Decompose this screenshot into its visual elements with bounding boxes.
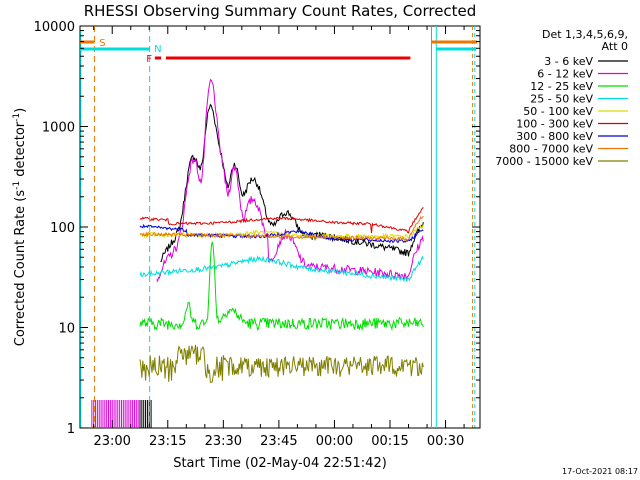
series-line bbox=[139, 241, 424, 331]
legend-entry-label: 25 - 50 keV bbox=[530, 93, 593, 106]
y-tick-label: 1 bbox=[67, 422, 75, 437]
series-line bbox=[139, 206, 424, 234]
x-tick-label: 23:45 bbox=[260, 434, 297, 449]
series-line bbox=[139, 223, 424, 244]
x-tick-label: 00:15 bbox=[371, 434, 408, 449]
series-line bbox=[139, 215, 424, 242]
x-tick-label: 23:15 bbox=[149, 434, 186, 449]
x-axis: 23:00 23:15 23:30 23:45 00:00 00:15 00:30 bbox=[93, 26, 465, 449]
legend-entry-label: 50 - 100 keV bbox=[523, 105, 593, 118]
plot-area: S NF bbox=[80, 26, 478, 428]
series-line bbox=[139, 344, 424, 383]
chart-title: RHESSI Observing Summary Count Rates, Co… bbox=[84, 2, 477, 20]
y-axis: 1 10 100 1000 10000 bbox=[34, 20, 480, 437]
x-tick-label: 00:30 bbox=[427, 434, 464, 449]
y-axis-label: Corrected Count Rate (s-1 detector-1) bbox=[12, 108, 28, 346]
legend-entry-label: 800 - 7000 keV bbox=[509, 143, 593, 156]
series-line bbox=[139, 254, 424, 283]
legend-entry-label: 7000 - 15000 keV bbox=[495, 155, 593, 168]
y-axis-label-sup1: -1 bbox=[12, 181, 22, 190]
saa-label: S bbox=[99, 38, 105, 49]
x-tick-label: 23:00 bbox=[93, 434, 130, 449]
legend-header-1: Det 1,3,4,5,6,9, bbox=[542, 28, 628, 41]
y-tick-label: 100 bbox=[50, 221, 75, 236]
y-axis-label-mid: detector bbox=[13, 121, 28, 181]
x-axis-label: Start Time (02-May-04 22:51:42) bbox=[173, 456, 387, 471]
y-tick-label: 1000 bbox=[42, 121, 75, 136]
x-tick-label: 23:30 bbox=[205, 434, 242, 449]
flare-label: F bbox=[146, 54, 152, 65]
legend-header-2: Att 0 bbox=[602, 40, 628, 53]
y-tick-label: 10000 bbox=[34, 20, 75, 35]
series-line bbox=[156, 78, 424, 283]
timestamp: 17-Oct-2021 08:17 bbox=[562, 467, 638, 476]
y-axis-label-sup2: -1 bbox=[12, 113, 22, 122]
legend-entry-label: 3 - 6 keV bbox=[544, 55, 593, 68]
y-tick-label: 10 bbox=[58, 322, 75, 337]
x-tick-label: 00:00 bbox=[316, 434, 353, 449]
y-axis-label-main: Corrected Count Rate (s bbox=[13, 190, 28, 347]
legend-entry-label: 300 - 800 keV bbox=[516, 130, 593, 143]
legend-entry-label: 12 - 25 keV bbox=[530, 80, 593, 93]
night-label: N bbox=[154, 44, 161, 55]
legend-entry-label: 6 - 12 keV bbox=[537, 68, 593, 81]
legend-entry-label: 100 - 300 keV bbox=[516, 118, 593, 131]
y-axis-label-end: ) bbox=[13, 108, 28, 113]
